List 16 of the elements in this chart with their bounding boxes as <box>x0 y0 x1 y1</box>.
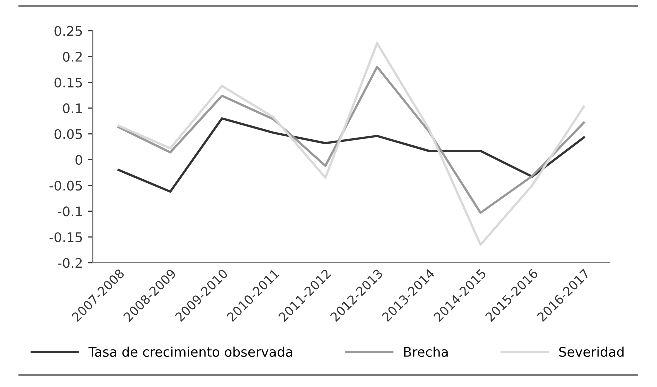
legend-label: Tasa de crecimiento observada <box>88 346 292 358</box>
legend-label: Severidad <box>560 346 624 358</box>
y-tick-label: 0.05 <box>54 129 82 140</box>
y-tick-label: -0.05 <box>50 180 82 191</box>
y-tick-label: 0.1 <box>63 104 82 114</box>
line-series <box>118 118 586 193</box>
y-tick-label: -0.1 <box>58 206 82 217</box>
y-tick-label: 0.25 <box>54 26 82 36</box>
y-tick-label: -0.15 <box>50 232 82 242</box>
y-tick-label: 0 <box>76 155 82 166</box>
y-tick-label: 0.2 <box>63 52 82 62</box>
y-tick-label: 0.15 <box>54 78 82 88</box>
y-tick-label: -0.2 <box>58 258 82 268</box>
legend-label: Brecha <box>404 346 448 358</box>
line-series <box>118 66 586 214</box>
line-series <box>118 42 586 246</box>
